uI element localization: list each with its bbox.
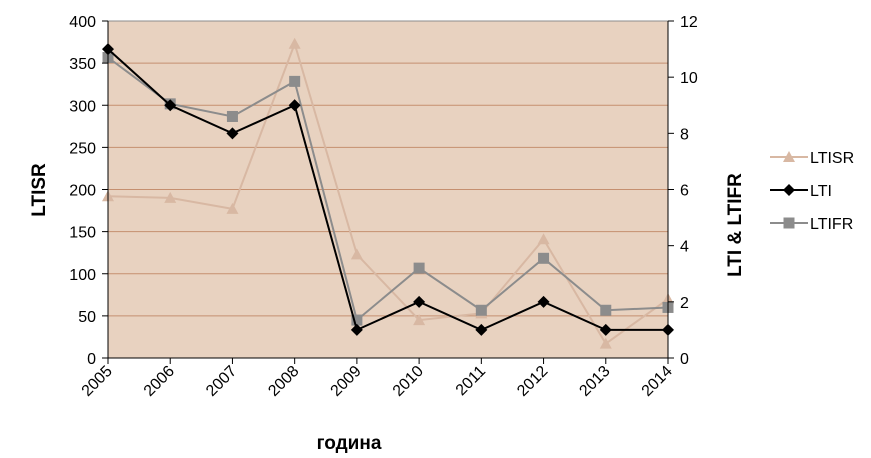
data-point-lti [537,295,550,308]
x-tick-label: 2007 [203,363,240,400]
data-point-lti [164,99,177,112]
data-point-ltisr [413,314,426,326]
y-tick-label: 100 [69,267,96,284]
data-point-ltifr [475,304,487,316]
x-axis-title: година [317,433,382,454]
data-point-lti [413,295,426,308]
y2-tick-label: 8 [680,126,689,143]
y-tick-label: 400 [69,14,96,31]
x-tick-label: 2005 [79,363,116,400]
y2-tick-label: 6 [680,183,689,200]
legend-marker-ltisr [783,151,795,162]
x-tick-label: 2009 [328,363,365,400]
x-tick-label: 2012 [514,363,551,400]
series-line-ltisr [107,40,669,346]
y-tick-label: 250 [69,140,96,157]
y-tick-label: 350 [69,56,96,73]
legend-label-lti: LTI [810,183,832,200]
x-tick-label: 2006 [141,363,178,400]
data-point-ltifr [289,75,301,87]
x-tick-label: 2013 [576,363,613,400]
series-line-lti [107,48,668,332]
legend-marker-ltifr [783,217,795,229]
y-tick-label: 50 [78,309,96,326]
data-point-ltisr [350,248,363,260]
data-point-ltisr [226,202,239,214]
legend-label-ltisr: LTISR [810,150,854,167]
y2-tick-label: 0 [680,351,689,368]
data-point-ltisr [164,191,177,203]
y2-tick-label: 2 [680,295,689,312]
data-point-ltisr [599,337,612,349]
y-tick-label: 0 [87,351,96,368]
legend: LTISR LTI LTIFR [770,150,854,233]
x-tick-label: 2011 [453,363,489,399]
y2-axis-title: LTI & LTIFR [725,173,746,277]
data-point-lti [599,323,612,336]
y-axis-title: LTISR [29,163,50,217]
data-point-lti [475,323,488,336]
x-tick-label: 2008 [265,363,302,400]
data-point-ltisr [537,233,550,245]
y2-tick-label: 12 [680,14,698,31]
series-line-ltifr [107,56,669,322]
legend-label-ltifr: LTIFR [810,216,853,233]
data-point-ltisr [288,37,301,49]
y2-tick-label: 10 [680,70,698,87]
data-point-lti [288,99,301,112]
data-point-lti [226,127,239,140]
y-tick-label: 200 [69,183,96,200]
data-point-ltifr [351,314,363,326]
data-point-ltifr [226,110,238,122]
legend-marker-lti [783,184,795,196]
x-tick-label: 2010 [390,363,427,400]
data-point-ltifr [600,304,612,316]
data-point-ltifr [538,252,550,264]
data-point-ltifr [413,262,425,274]
y-tick-label: 150 [69,225,96,242]
x-tick-label: 2014 [639,363,676,400]
y-tick-label: 300 [69,98,96,115]
y2-tick-label: 4 [680,239,689,256]
data-point-lti [350,323,363,336]
